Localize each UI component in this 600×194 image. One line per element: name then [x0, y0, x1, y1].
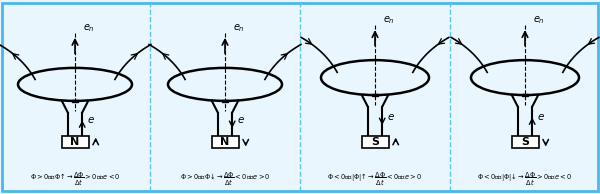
- Text: $e$: $e$: [237, 115, 245, 125]
- Text: S: S: [521, 137, 529, 147]
- Text: $\Phi>0$，且$\Phi$↓$\rightarrow\dfrac{\Delta\Phi}{\Delta t}<0$，则$e>0$: $\Phi>0$，且$\Phi$↓$\rightarrow\dfrac{\Del…: [180, 171, 270, 188]
- Text: $e_n$: $e_n$: [533, 14, 545, 26]
- Text: $e_n$: $e_n$: [233, 22, 245, 34]
- Bar: [222, 100, 228, 102]
- Text: $e$: $e$: [537, 112, 545, 122]
- Text: $e$: $e$: [87, 115, 95, 125]
- Bar: [62, 136, 89, 148]
- Text: N: N: [70, 137, 80, 147]
- Text: $\Phi<0$，且$|\Phi|$↓$\rightarrow\dfrac{\Delta\Phi}{\Delta t}>0$，则$e<0$: $\Phi<0$，且$|\Phi|$↓$\rightarrow\dfrac{\D…: [478, 171, 572, 188]
- Text: $\Phi>0$，且$\Phi$↑$\rightarrow\dfrac{\Delta\Phi}{\Delta t}>0$，则$e<0$: $\Phi>0$，且$\Phi$↑$\rightarrow\dfrac{\Del…: [30, 171, 120, 188]
- Text: S: S: [371, 137, 379, 147]
- Bar: [372, 94, 378, 96]
- FancyBboxPatch shape: [2, 3, 598, 191]
- Text: $e_n$: $e_n$: [83, 22, 95, 34]
- Bar: [212, 136, 239, 148]
- Text: $e$: $e$: [387, 112, 395, 122]
- Text: $\Phi<0$，且$|\Phi|$↑$\rightarrow\dfrac{\Delta\Phi}{\Delta t}<0$，则$e>0$: $\Phi<0$，且$|\Phi|$↑$\rightarrow\dfrac{\D…: [328, 171, 422, 188]
- Text: $e_n$: $e_n$: [383, 14, 395, 26]
- Bar: [72, 100, 78, 102]
- Bar: [361, 136, 389, 148]
- Bar: [522, 94, 528, 96]
- Text: N: N: [220, 137, 230, 147]
- Bar: [511, 136, 539, 148]
